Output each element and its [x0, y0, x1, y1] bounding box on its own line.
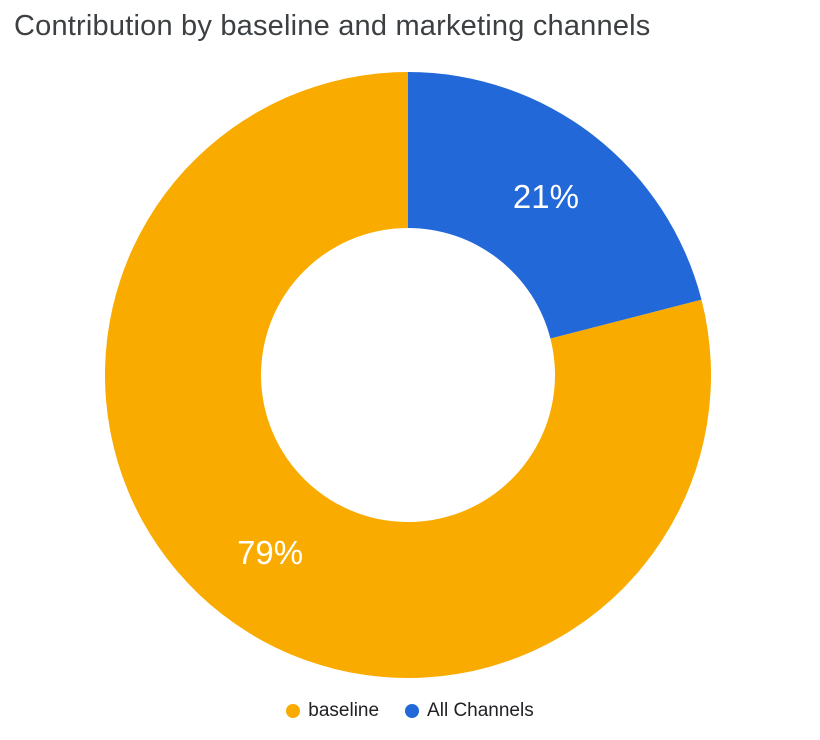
donut-slice-baseline[interactable] [104, 72, 711, 678]
legend-swatch-baseline [286, 704, 301, 718]
legend-label-all-channels: All Channels [427, 700, 534, 721]
legend-item-baseline[interactable]: baseline [286, 700, 379, 722]
donut-slice-all-channels[interactable] [408, 71, 702, 339]
chart-legend: baseline All Channels [0, 700, 820, 722]
legend-label-baseline: baseline [308, 700, 380, 721]
slice-label-all-channels: 21% [513, 178, 579, 215]
legend-swatch-all-channels [405, 704, 420, 718]
slice-label-baseline: 79% [237, 534, 303, 571]
legend-item-all-channels[interactable]: All Channels [405, 700, 534, 722]
chart-title: Contribution by baseline and marketing c… [14, 10, 651, 42]
donut-chart: 79% 21% [104, 71, 711, 678]
